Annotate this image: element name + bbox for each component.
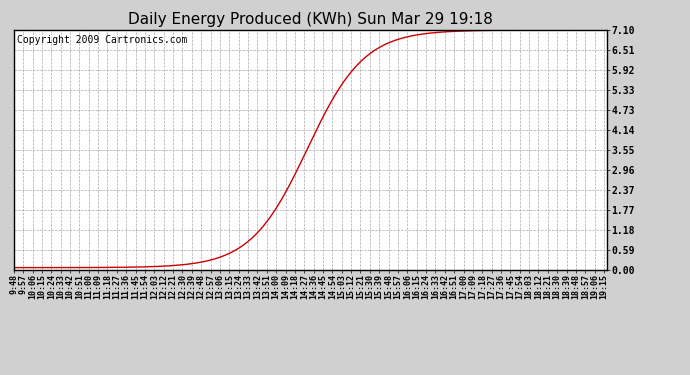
Text: Copyright 2009 Cartronics.com: Copyright 2009 Cartronics.com bbox=[17, 35, 187, 45]
Title: Daily Energy Produced (KWh) Sun Mar 29 19:18: Daily Energy Produced (KWh) Sun Mar 29 1… bbox=[128, 12, 493, 27]
